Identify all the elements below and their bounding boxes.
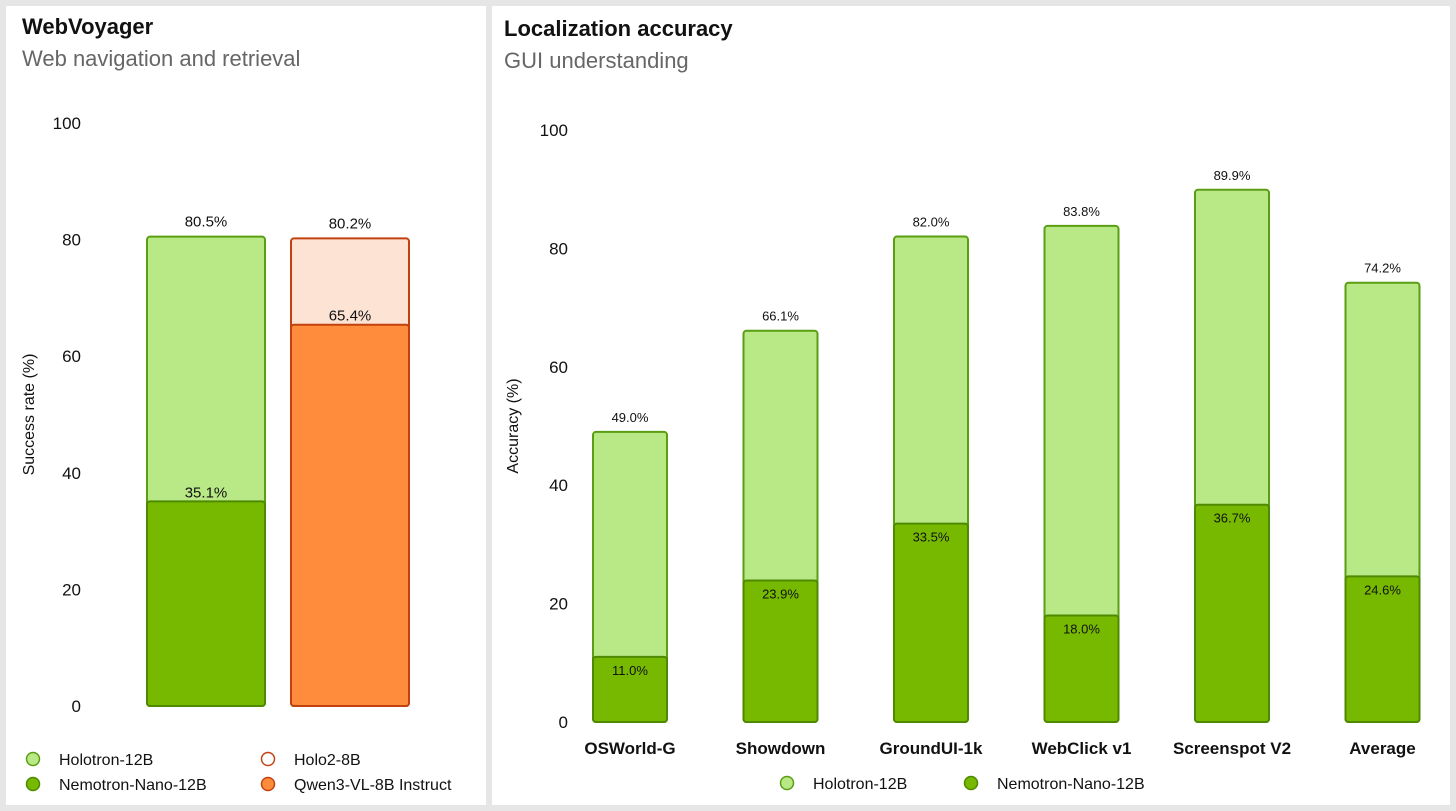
data-label-nemotron-nano-12b: 33.5%: [913, 530, 950, 545]
webvoyager-chart: Success rate (%) 0 20 40 60 80 100 80.5% 35.1% 80…: [21, 114, 452, 794]
data-label-nemotron-nano-12b: 11.0%: [612, 663, 648, 678]
y-tick-label: 80: [549, 239, 568, 258]
bar-nemotron-nano-12b: [1194, 503, 1270, 723]
bar-nemotron-nano-12b: [1043, 614, 1120, 723]
y-axis-label: Accuracy (%): [505, 378, 522, 473]
y-tick-label: 80: [62, 231, 81, 250]
bar-nemotron-nano-12b: [592, 655, 668, 724]
legend-marker-holotron-12b: [25, 751, 41, 767]
webvoyager-panel: WebVoyager Web navigation and retrieval …: [6, 6, 486, 805]
legend-marker-nemotron-nano-12b: [963, 775, 979, 791]
localization-subtitle: GUI understanding: [504, 48, 689, 73]
bar-nemotron-nano-12b: [893, 522, 969, 723]
y-tick-label: 60: [549, 358, 568, 377]
legend-marker-qwen3-vl-8b-instruct: [260, 776, 276, 792]
legend-label-holotron-12b: Holotron-12B: [59, 752, 153, 769]
localization-chart: Accuracy (%) 0 20 40 60 80 100 49.0% 11.0% OSWorl…: [505, 121, 1421, 793]
x-tick-label: Showdown: [736, 739, 826, 758]
data-label-qwen3-vl-8b-instruct: 65.4%: [329, 308, 372, 325]
y-tick-label: 0: [559, 713, 568, 732]
data-label-nemotron-nano-12b: 23.9%: [762, 587, 799, 602]
legend-label-nemotron-nano-12b: Nemotron-Nano-12B: [997, 776, 1145, 793]
y-tick-label: 0: [72, 697, 81, 716]
y-tick-label: 100: [540, 121, 568, 140]
data-label-holo2-8b: 80.2%: [329, 215, 372, 232]
bar-nemotron-nano-12b: [1344, 575, 1421, 723]
webvoyager-subtitle: Web navigation and retrieval: [22, 46, 301, 71]
bar-nemotron-nano-12b: [146, 500, 266, 707]
x-tick-label: OSWorld-G: [584, 739, 675, 758]
legend-label-holotron-12b: Holotron-12B: [813, 776, 907, 793]
data-label-nemotron-nano-12b: 24.6%: [1364, 582, 1401, 597]
data-label-holotron-12b: 89.9%: [1214, 168, 1251, 183]
data-label-holotron-12b: 82.0%: [913, 215, 950, 230]
legend-marker-nemotron-nano-12b: [25, 776, 41, 792]
y-tick-label: 60: [62, 347, 81, 366]
y-tick-label: 20: [549, 595, 568, 614]
bar-qwen3-vl-8b-instruct: [290, 323, 410, 707]
legend-label-qwen3-vl-8b-instruct: Qwen3-VL-8B Instruct: [294, 777, 452, 794]
legend-marker-holo2-8b: [260, 751, 276, 767]
x-tick-label: WebClick v1: [1032, 739, 1132, 758]
data-label-holotron-12b: 83.8%: [1063, 204, 1100, 219]
legend-label-nemotron-nano-12b: Nemotron-Nano-12B: [59, 777, 207, 794]
x-tick-label: Average: [1349, 739, 1415, 758]
legend-marker-holotron-12b: [779, 775, 795, 791]
y-tick-label: 40: [62, 464, 81, 483]
y-axis-label: Success rate (%): [21, 354, 38, 476]
webvoyager-title: WebVoyager: [22, 14, 154, 39]
data-label-nemotron-nano-12b: 18.0%: [1063, 621, 1100, 636]
y-tick-label: 40: [549, 476, 568, 495]
localization-panel: Localization accuracy GUI understanding …: [492, 6, 1450, 805]
bar-nemotron-nano-12b: [742, 579, 819, 724]
data-label-holotron-12b: 66.1%: [762, 309, 799, 324]
data-label-holotron-12b: 49.0%: [612, 410, 649, 425]
x-tick-label: Screenspot V2: [1173, 739, 1291, 758]
y-tick-label: 100: [53, 114, 81, 133]
x-tick-label: GroundUI-1k: [880, 739, 983, 758]
legend-label-holo2-8b: Holo2-8B: [294, 752, 361, 769]
localization-title: Localization accuracy: [504, 16, 733, 41]
data-label-nemotron-nano-12b: 36.7%: [1214, 511, 1251, 526]
data-label-nemotron-nano-12b: 35.1%: [185, 484, 228, 501]
y-tick-label: 20: [62, 580, 81, 599]
data-label-holotron-12b: 80.5%: [185, 214, 228, 231]
data-label-holotron-12b: 74.2%: [1364, 261, 1401, 276]
